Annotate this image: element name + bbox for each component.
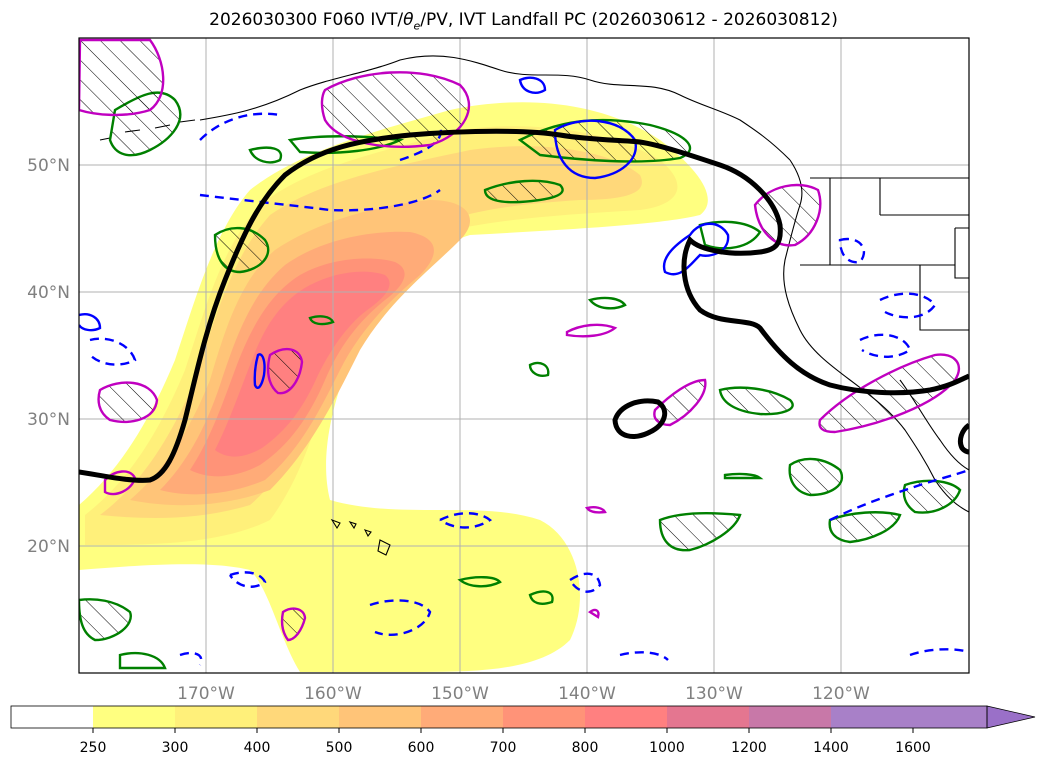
colorbar-tick-label: 1400 [813,740,849,756]
lat-label: 50°N [27,156,70,176]
theta-e-contour [266,347,304,395]
neg-contour-dashed [838,237,866,264]
pc-small-loop [612,398,668,439]
colorbar-cell [503,706,585,728]
colorbar-cell [585,706,667,728]
alaska-coast [199,55,791,161]
pv-contour [828,511,902,544]
neg-contour-solid [518,76,547,94]
neg-contour-dashed [89,337,137,366]
neg-contour-dashed [829,468,969,522]
pv-contour [528,590,554,605]
colorbar-tick-label: 600 [408,740,435,756]
neg-contour-dashed [909,648,969,657]
pv-contour [79,598,132,642]
pv-contour [723,472,764,480]
neg-contour-dashed [439,512,493,529]
colorbar-cell [11,706,93,728]
neg-contour-solid [662,222,730,276]
neg-contour-solid [253,353,266,389]
theta-e-contour [79,38,165,117]
colorbar-tick-label: 700 [490,740,517,756]
state-borders [800,178,969,331]
theta-e-contour [565,323,618,338]
colorbar-cell [257,706,339,728]
pv-contour [528,361,550,377]
neg-contour-dashed [568,572,602,593]
lon-label: 130°W [685,684,743,704]
colorbar-cell [93,706,175,728]
neg-contour-dashed [199,112,441,212]
map-frame [78,37,970,674]
colorbar-tick-label: 1200 [731,740,767,756]
pv-contour [788,457,844,497]
pv-contour [698,220,762,250]
lon-label: 140°W [558,684,616,704]
colorbar-tick-labels: 250 300 400 500 600 700 800 1000 1200 1400 1600 [80,728,931,756]
lon-label: 120°W [812,684,870,704]
neg-contour-dashed [619,651,669,661]
colorbar-tick-label: 500 [326,740,353,756]
colorbar-tick-label: 1000 [649,740,685,756]
pv-contour [308,315,335,326]
colorbar-tick-label: 400 [244,740,271,756]
colorbar-outline [10,705,988,729]
pv-contour [483,179,564,204]
pc-edge-contour [957,422,969,455]
colorbar-cell [831,706,987,728]
lat-label: 40°N [27,283,70,303]
theta-e-contour [587,608,600,619]
neg-contour-solid [79,313,102,332]
colorbar-cells [11,706,987,728]
theta-e-contour [280,607,307,642]
colorbar-cell [339,706,421,728]
neg-contour-dashed [369,599,432,636]
lon-label: 160°W [304,684,362,704]
colorbar-cell [175,706,257,728]
pc-main-contour [79,128,969,483]
colorbar-extend-arrow [986,705,1036,729]
latitude-labels: 50°N 40°N 30°N 20°N [27,156,70,557]
pv-contour [118,651,167,670]
colorbar-tick-label: 250 [80,740,107,756]
colorbar-cell [667,706,749,728]
neg-contour-solid [553,119,637,180]
pv-contour [248,146,283,164]
pv-contour [213,226,270,274]
colorbar: 250 300 400 500 600 700 800 1000 1200 1400 1600 [10,705,1036,756]
theta-e-contour [584,506,607,514]
map-panel [79,38,969,673]
landfall-pc-contour [79,128,969,483]
theta-e-contour [320,71,471,148]
pv-contour [718,386,794,416]
colorbar-tick-label: 300 [162,740,189,756]
theta-e-contour [97,381,159,423]
longitude-labels: 170°W 160°W 150°W 140°W 130°W 120°W [177,684,870,704]
pv-contour [658,511,742,552]
pv-contour [587,296,627,310]
pv-contour [457,576,502,588]
colorbar-tick-label: 1600 [895,740,931,756]
neg-contour-dashed [179,651,203,666]
figure-title: 2026030300 F060 IVT/θe/PV, IVT Landfall … [209,10,838,33]
lat-label: 30°N [27,410,70,430]
hawaii-islands [330,518,391,556]
lon-label: 150°W [431,684,489,704]
neg-contour-dashed [879,292,937,319]
neg-contour-dashed [228,571,267,588]
neg-contour-dashed [859,333,912,358]
colorbar-tick-label: 800 [572,740,599,756]
lat-label: 20°N [27,537,70,557]
lon-label: 170°W [177,684,235,704]
colorbar-cell [421,706,503,728]
pv-negative-contours [79,76,969,666]
colorbar-cell [749,706,831,728]
